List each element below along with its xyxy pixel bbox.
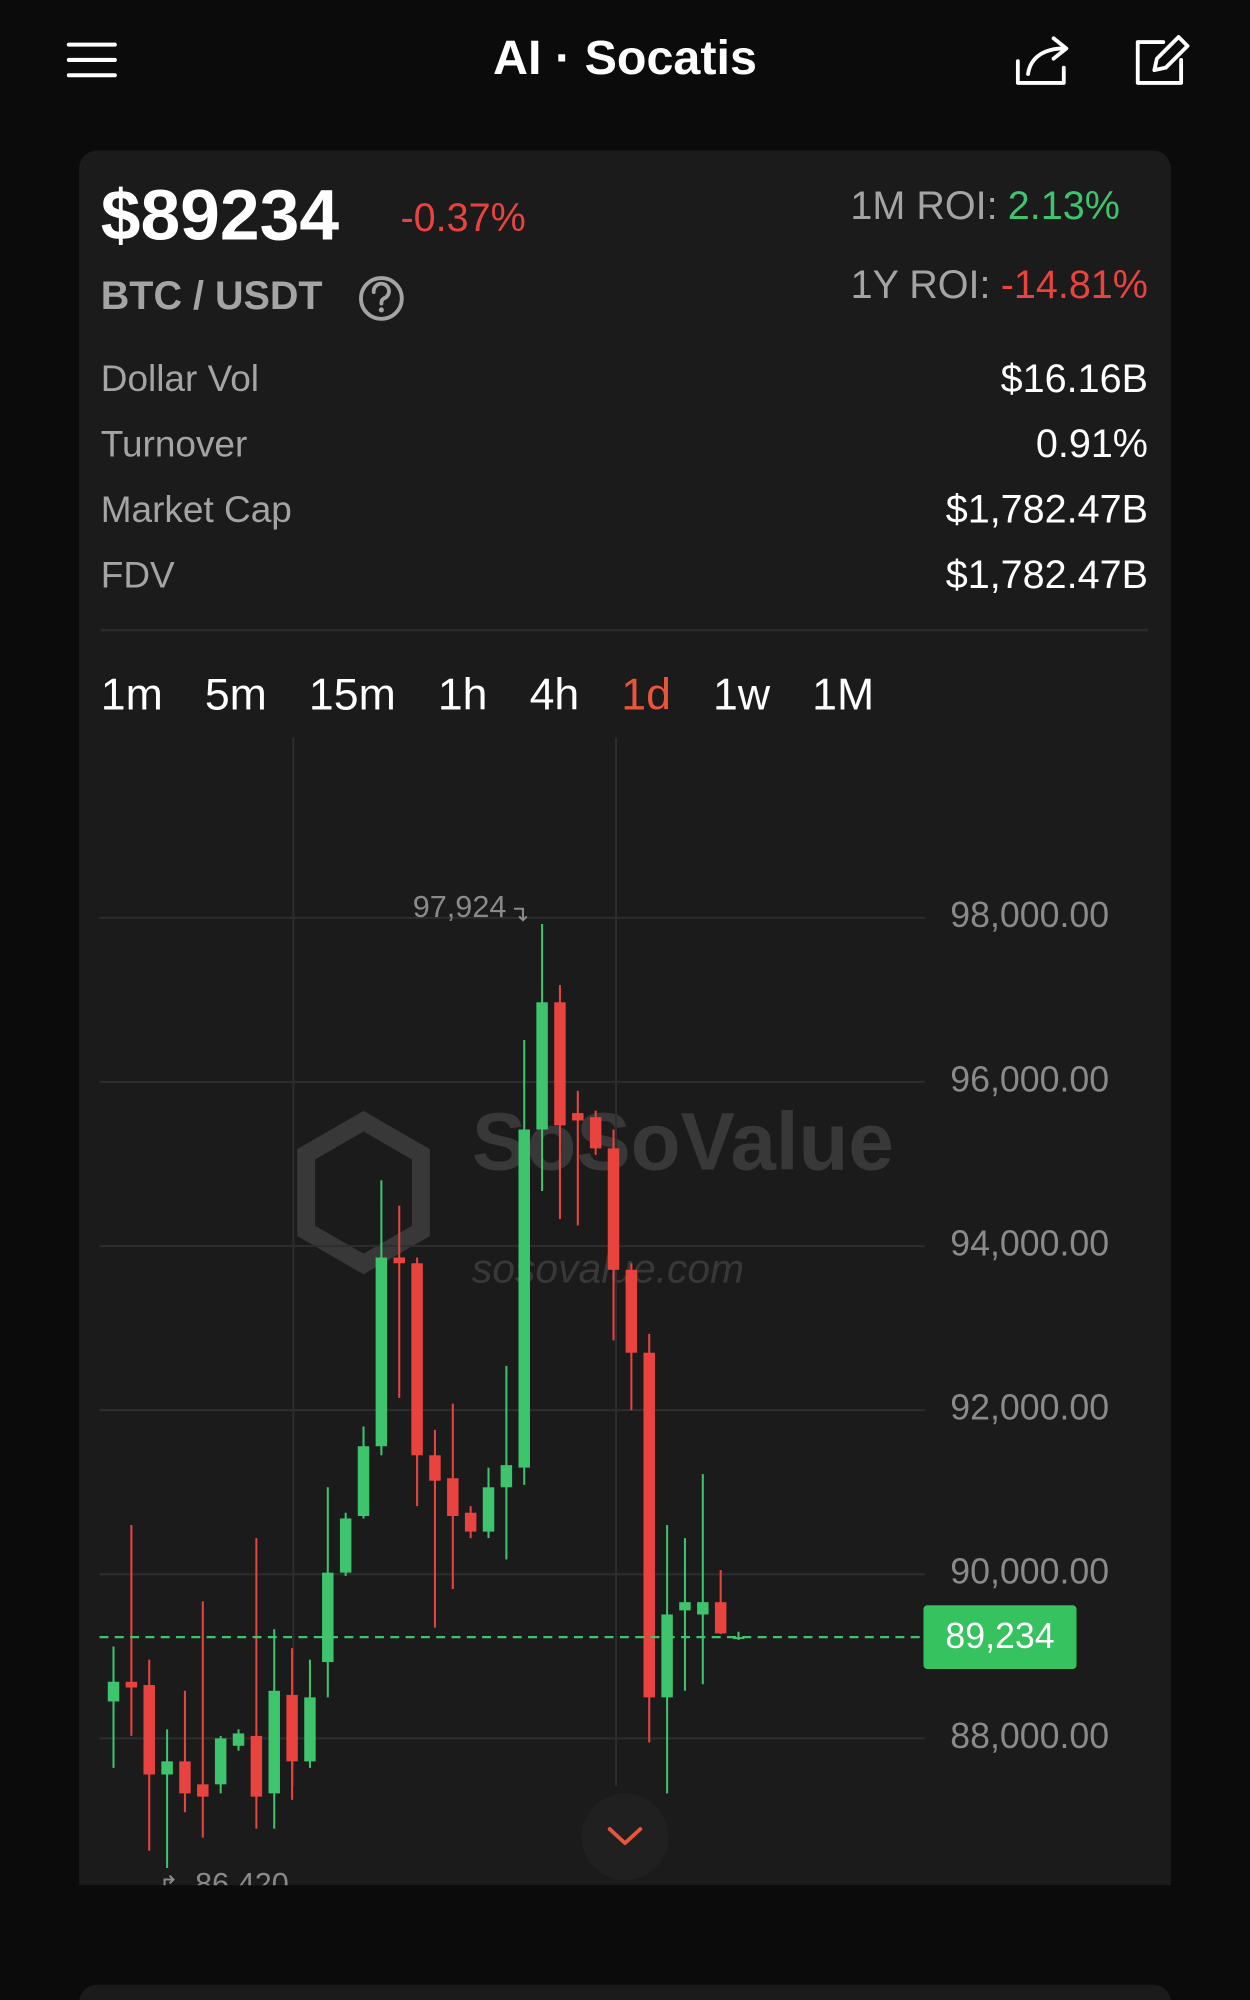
candle-body	[214, 1738, 227, 1785]
y-tick-label: 92,000.00	[950, 1388, 1109, 1428]
candle-body	[107, 1681, 120, 1702]
help-icon[interactable]	[359, 276, 404, 321]
stats: Dollar Vol $16.16B Turnover 0.91% Market Cap…	[101, 357, 1148, 597]
price-change: -0.37%	[401, 196, 526, 240]
card	[79, 150, 1171, 1962]
y-tick-label: 98,000.00	[950, 895, 1109, 935]
stat-label: FDV	[101, 554, 175, 595]
page-title: AI · Socatis	[493, 31, 757, 85]
candle-body	[518, 1129, 530, 1468]
watermark-name: SoSoValue	[472, 1097, 894, 1188]
candle-body	[589, 1117, 602, 1149]
roi-value: -14.81%	[1001, 264, 1148, 308]
candle-body	[393, 1257, 405, 1264]
candle-body	[125, 1681, 138, 1688]
stat-label: Turnover	[101, 424, 248, 465]
candle-body	[661, 1614, 673, 1698]
roi-label: 1Y ROI:	[851, 264, 991, 308]
roi-value: 2.13%	[1008, 185, 1120, 229]
next-card	[79, 1984, 1171, 2000]
card-cut	[79, 1885, 1171, 2000]
roi-1y: 1Y ROI: -14.81%	[851, 264, 1148, 308]
last-price-label: 89,234	[945, 1616, 1054, 1656]
stat-label: Market Cap	[101, 489, 292, 530]
stat-label: Dollar Vol	[101, 358, 259, 399]
roi-1m: 1M ROI: 2.13%	[850, 185, 1119, 229]
stat-value: $1,782.47B	[946, 553, 1148, 597]
share-button[interactable]	[1015, 36, 1069, 85]
candle-body	[536, 1002, 548, 1130]
timeframe-option[interactable]: 15m	[309, 671, 396, 720]
timeframe-option[interactable]: 4h	[530, 671, 580, 720]
timeframe-option[interactable]: 1M	[812, 671, 874, 720]
scroll-down[interactable]	[581, 1793, 669, 1881]
max-arrow	[514, 907, 528, 922]
last-price-tag	[923, 1605, 1077, 1670]
min-arrow	[163, 1874, 175, 1886]
candle-body	[357, 1446, 370, 1517]
candle-body	[732, 1637, 745, 1640]
stat-value: $1,782.47B	[946, 488, 1148, 532]
timeframe-option[interactable]: 1h	[438, 671, 488, 720]
candle-body	[482, 1487, 495, 1532]
candle-body	[339, 1518, 352, 1573]
candle-body	[304, 1697, 316, 1762]
timeframe-option[interactable]: 5m	[205, 671, 267, 720]
chart: SoSoValue sosovalue.com 86,000.0088,000.…	[99, 737, 1109, 1920]
candle-body	[643, 1352, 655, 1698]
candle-body	[322, 1572, 334, 1663]
candle-body	[232, 1733, 245, 1746]
candle-body	[250, 1735, 263, 1797]
candle-body	[697, 1602, 709, 1615]
candle-body	[411, 1263, 423, 1456]
candle-body	[429, 1455, 441, 1481]
edit-button[interactable]	[1135, 35, 1190, 85]
y-tick-label: 94,000.00	[950, 1223, 1109, 1263]
timeframe-option[interactable]: 1d	[621, 671, 671, 720]
max-label: 97,924	[413, 890, 507, 924]
candle-body	[143, 1685, 155, 1775]
candle-body	[554, 1002, 566, 1126]
candle-body	[179, 1761, 191, 1794]
timeframe-option[interactable]: 1m	[101, 671, 163, 720]
stat-value: 0.91%	[1036, 422, 1148, 466]
candle-body	[268, 1690, 280, 1794]
candle-body	[607, 1148, 620, 1270]
timeframes: 1m 5m 15m 1h 4h 1d 1w 1M	[101, 671, 874, 720]
candle-body	[375, 1257, 388, 1447]
y-tick-label: 88,000.00	[950, 1716, 1109, 1756]
candle-body	[447, 1478, 459, 1517]
candle-body	[625, 1269, 638, 1353]
watermark-logo	[297, 1110, 430, 1275]
price: $89234	[101, 176, 340, 256]
roi-label: 1M ROI:	[850, 185, 997, 229]
candle-body	[197, 1784, 209, 1797]
candle-body	[714, 1602, 727, 1634]
candle-body	[286, 1694, 298, 1762]
pair: BTC / USDT	[101, 274, 323, 318]
min-label: 86,420	[195, 1867, 289, 1901]
stat-value: $16.16B	[1001, 357, 1148, 401]
candle-body	[572, 1113, 584, 1121]
y-tick-label: 90,000.00	[950, 1552, 1109, 1592]
candle-body	[679, 1602, 691, 1611]
candle-body	[464, 1512, 477, 1532]
y-tick-label: 86,000.00	[950, 1880, 1109, 1920]
candle-body	[161, 1761, 173, 1775]
candle-body	[500, 1465, 513, 1488]
timeframe-option[interactable]: 1w	[713, 671, 771, 720]
menu-button[interactable]	[66, 42, 117, 78]
y-tick-label: 96,000.00	[950, 1059, 1109, 1099]
